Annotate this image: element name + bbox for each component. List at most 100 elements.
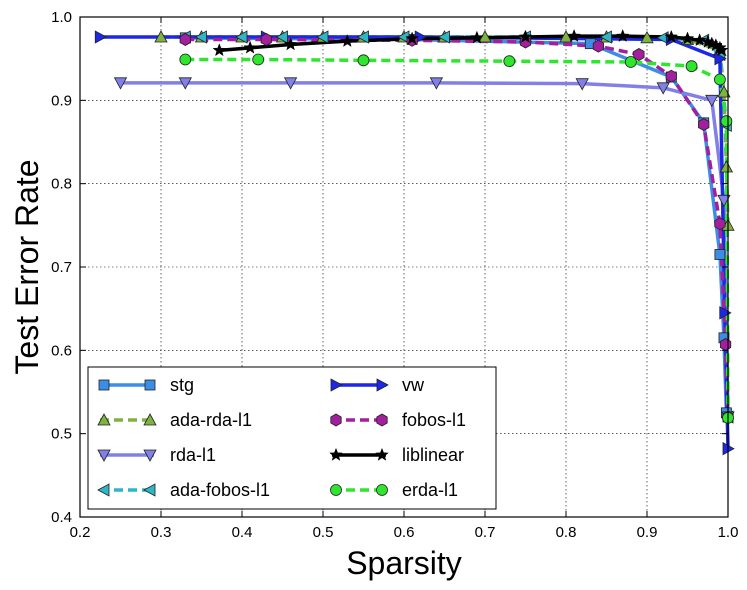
legend-item-erda-l1: erda-l1 — [330, 480, 458, 500]
legend-marker — [376, 378, 389, 392]
y-tick-label: 0.6 — [51, 342, 72, 359]
data-point-fobos-l1 — [179, 33, 191, 46]
data-point-ada-fobos-l1 — [275, 30, 288, 44]
legend-marker — [330, 413, 342, 427]
legend-marker — [330, 484, 342, 496]
data-point-liblinear — [714, 43, 729, 57]
data-point-fobos-l1 — [260, 33, 272, 46]
legend-label: stg — [170, 375, 194, 395]
data-point-liblinear — [283, 37, 298, 51]
series-line-stg — [185, 36, 730, 418]
data-point-erda-l1 — [714, 73, 726, 86]
data-point-ada-rda-l1 — [640, 30, 654, 44]
legend-label: rda-l1 — [170, 445, 216, 465]
legend-marker — [329, 447, 343, 461]
y-tick-labels: 0.4 0.5 0.6 0.7 0.8 0.9 1.0 — [51, 9, 72, 526]
data-point-ada-rda-l1 — [717, 85, 731, 98]
x-tick-label: 0.9 — [637, 524, 658, 541]
axis-ticks — [79, 16, 729, 518]
legend-label: vw — [402, 375, 425, 395]
data-point-ada-rda-l1 — [559, 30, 573, 43]
data-point-ada-fobos-l1 — [194, 30, 207, 44]
series-points-stg — [179, 32, 734, 423]
legend-marker — [143, 449, 157, 462]
data-point-liblinear — [405, 31, 419, 45]
legend-item-stg: stg — [98, 375, 194, 395]
legend-label: liblinear — [402, 445, 464, 465]
x-axis-label: Sparsity — [346, 545, 462, 581]
series-line-fobos-l1 — [185, 37, 730, 418]
data-point-rda-l1 — [178, 77, 192, 90]
legend-marker — [97, 483, 110, 497]
data-point-fobos-l1 — [665, 69, 677, 83]
legend-item-rda-l1: rda-l1 — [97, 445, 216, 465]
legend-label: erda-l1 — [402, 480, 458, 500]
series-line-ada-fobos-l1 — [185, 35, 730, 418]
data-point-erda-l1 — [720, 115, 733, 128]
data-point-liblinear — [615, 28, 630, 43]
data-point-rda-l1 — [717, 194, 731, 208]
legend-marker — [330, 378, 343, 392]
legend-marker — [144, 379, 156, 391]
series-markers — [94, 28, 735, 456]
x-tick-label: 0.7 — [475, 524, 496, 541]
x-tick-label: 0.8 — [556, 524, 577, 541]
x-tick-label: 0.2 — [70, 524, 91, 541]
legend-item-vw: vw — [330, 375, 425, 395]
data-point-liblinear — [470, 30, 484, 44]
y-tick-label: 0.9 — [51, 92, 72, 109]
legend-marker — [376, 484, 388, 496]
legend-label: fobos-l1 — [402, 410, 466, 430]
x-tick-label: 0.3 — [151, 524, 172, 541]
legend-label: ada-rda-l1 — [170, 410, 252, 430]
data-point-erda-l1 — [503, 55, 516, 68]
x-tick-label: 0.6 — [394, 524, 415, 541]
data-point-rda-l1 — [575, 78, 589, 91]
y-tick-label: 0.8 — [51, 176, 72, 193]
legend: stg ada-rda-l1 rda-l1 ada-fobos-l1 vw fobos-l… — [87, 366, 497, 510]
y-tick-label: 0.4 — [51, 509, 72, 526]
data-point-erda-l1 — [179, 53, 192, 66]
data-point-fobos-l1 — [592, 39, 604, 53]
data-point-ada-fobos-l1 — [316, 30, 329, 44]
x-tick-label: 0.5 — [313, 524, 334, 541]
legend-box — [87, 366, 497, 510]
legend-item-fobos-l1: fobos-l1 — [330, 410, 466, 430]
legend-marker — [143, 413, 157, 426]
data-point-liblinear — [212, 43, 227, 57]
data-point-erda-l1 — [685, 60, 698, 73]
data-point-ada-fobos-l1 — [235, 30, 248, 44]
y-tick-label: 0.7 — [51, 259, 72, 276]
data-point-fobos-l1 — [633, 48, 645, 61]
y-tick-label: 1.0 — [51, 9, 72, 26]
legend-marker — [143, 483, 156, 497]
data-point-ada-fobos-l1 — [599, 30, 612, 44]
data-point-ada-rda-l1 — [154, 30, 168, 43]
data-point-liblinear — [680, 31, 695, 45]
data-point-rda-l1 — [113, 77, 128, 90]
data-point-fobos-l1 — [698, 118, 710, 131]
data-point-ada-rda-l1 — [719, 160, 734, 173]
data-point-ada-fobos-l1 — [437, 30, 450, 44]
data-point-erda-l1 — [357, 54, 370, 67]
data-point-liblinear — [243, 40, 257, 54]
data-point-fobos-l1 — [719, 338, 732, 351]
x-tick-labels: 0.2 0.3 0.4 0.5 0.6 0.7 0.8 0.9 1.0 — [70, 524, 739, 541]
data-point-ada-fobos-l1 — [356, 30, 369, 44]
data-point-erda-l1 — [252, 53, 265, 66]
legend-marker — [97, 413, 111, 426]
legend-marker — [97, 449, 111, 462]
legend-item-ada-fobos-l1: ada-fobos-l1 — [97, 480, 270, 500]
legend-label: ada-fobos-l1 — [170, 480, 270, 500]
legend-marker — [375, 447, 389, 461]
legend-item-liblinear: liblinear — [329, 445, 464, 465]
data-point-rda-l1 — [656, 82, 670, 95]
data-point-liblinear — [567, 28, 581, 43]
series-points-liblinear — [212, 28, 729, 57]
legend-marker — [376, 413, 388, 427]
data-point-vw — [719, 306, 732, 320]
data-point-erda-l1 — [624, 56, 637, 68]
data-point-liblinear — [664, 29, 679, 43]
series-line-erda-l1 — [185, 57, 730, 418]
